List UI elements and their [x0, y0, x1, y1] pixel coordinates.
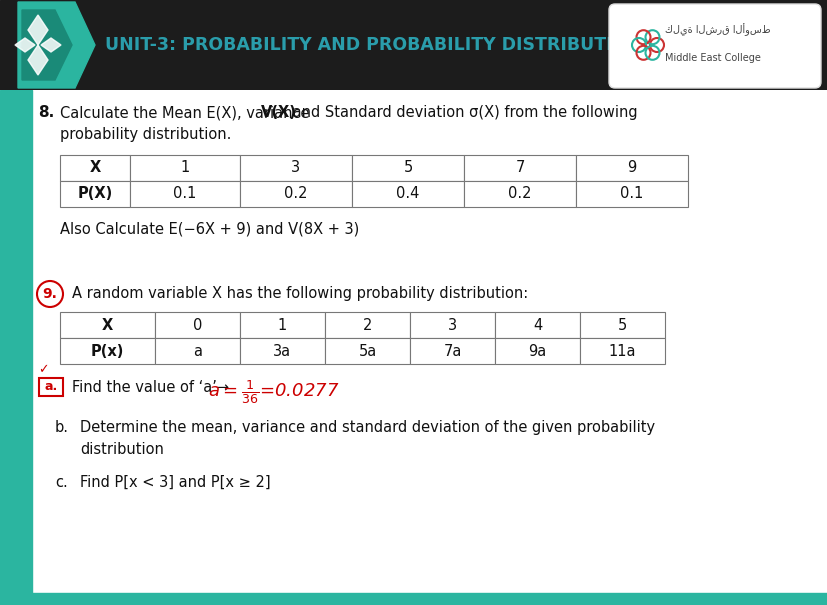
- Bar: [240, 312, 325, 338]
- Text: b.: b.: [55, 420, 69, 435]
- Text: 9a: 9a: [528, 344, 546, 359]
- Text: 0.1: 0.1: [173, 186, 197, 201]
- Text: ✓: ✓: [38, 363, 49, 376]
- Bar: [495, 312, 579, 338]
- Bar: [60, 181, 130, 207]
- Polygon shape: [22, 10, 72, 80]
- Polygon shape: [28, 15, 48, 45]
- Text: 1: 1: [278, 318, 287, 333]
- Text: and Standard deviation σ(X) from the following: and Standard deviation σ(X) from the fol…: [288, 105, 638, 120]
- Text: 4: 4: [533, 318, 542, 333]
- Text: a.: a.: [45, 381, 58, 393]
- Bar: [579, 338, 664, 364]
- Bar: [463, 181, 576, 207]
- Bar: [463, 155, 576, 181]
- Text: 0.2: 0.2: [284, 186, 308, 201]
- Text: 1: 1: [180, 160, 189, 175]
- Bar: [495, 338, 579, 364]
- Bar: [351, 181, 463, 207]
- Bar: [39, 378, 63, 396]
- Text: Find the value of ‘a’→: Find the value of ‘a’→: [72, 380, 233, 395]
- Text: X: X: [102, 318, 113, 333]
- Bar: [60, 338, 155, 364]
- Bar: [576, 155, 687, 181]
- Bar: [325, 312, 409, 338]
- Text: 9.: 9.: [42, 287, 57, 301]
- Text: 0.1: 0.1: [619, 186, 643, 201]
- Text: X: X: [89, 160, 101, 175]
- Text: probability distribution.: probability distribution.: [60, 127, 231, 142]
- Text: 11a: 11a: [608, 344, 635, 359]
- Text: 5: 5: [617, 318, 626, 333]
- Bar: [351, 155, 463, 181]
- Text: a: a: [193, 344, 202, 359]
- Bar: [240, 338, 325, 364]
- Bar: [0, 90, 32, 605]
- Text: 3: 3: [447, 318, 457, 333]
- Polygon shape: [41, 38, 61, 52]
- Text: 7: 7: [514, 160, 524, 175]
- Text: Find P[x < 3] and P[x ≥ 2]: Find P[x < 3] and P[x ≥ 2]: [80, 475, 270, 490]
- Text: 0: 0: [193, 318, 202, 333]
- Text: Calculate the Mean E(X), variance: Calculate the Mean E(X), variance: [60, 105, 313, 120]
- Text: c.: c.: [55, 475, 68, 490]
- Bar: [60, 312, 155, 338]
- Text: 8.: 8.: [38, 105, 55, 120]
- Bar: [155, 338, 240, 364]
- Text: A random variable X has the following probability distribution:: A random variable X has the following pr…: [72, 286, 528, 301]
- Polygon shape: [18, 2, 95, 88]
- Text: Also Calculate E(−6X + 9) and V(8X + 3): Also Calculate E(−6X + 9) and V(8X + 3): [60, 221, 359, 236]
- Text: P(X): P(X): [77, 186, 112, 201]
- Bar: [130, 155, 240, 181]
- Text: Determine the mean, variance and standard deviation of the given probability: Determine the mean, variance and standar…: [80, 420, 654, 435]
- Bar: [576, 181, 687, 207]
- Text: 5a: 5a: [358, 344, 376, 359]
- Text: distribution: distribution: [80, 442, 164, 457]
- Text: 5: 5: [403, 160, 412, 175]
- Circle shape: [37, 281, 63, 307]
- Text: كلية الشرق الأوسط: كلية الشرق الأوسط: [664, 24, 770, 36]
- Bar: [60, 155, 130, 181]
- Text: 3: 3: [291, 160, 300, 175]
- Text: UNIT-3: PROBABILITY AND PROBABILITY DISTRIBUTIONS: UNIT-3: PROBABILITY AND PROBABILITY DIST…: [105, 36, 653, 54]
- Bar: [409, 312, 495, 338]
- Bar: [409, 338, 495, 364]
- Text: 3a: 3a: [273, 344, 291, 359]
- Text: V(X): V(X): [261, 105, 297, 120]
- Bar: [325, 338, 409, 364]
- Bar: [240, 181, 351, 207]
- Text: Middle East College: Middle East College: [664, 53, 760, 63]
- Polygon shape: [15, 38, 35, 52]
- Text: 9: 9: [627, 160, 636, 175]
- Text: 0.4: 0.4: [396, 186, 419, 201]
- Bar: [240, 155, 351, 181]
- Bar: [130, 181, 240, 207]
- Text: 0.2: 0.2: [508, 186, 531, 201]
- FancyBboxPatch shape: [609, 4, 820, 88]
- Bar: [155, 312, 240, 338]
- Bar: [0, 593, 827, 605]
- Text: 7a: 7a: [442, 344, 461, 359]
- Polygon shape: [28, 45, 48, 75]
- Text: P(x): P(x): [91, 344, 124, 359]
- Bar: [579, 312, 664, 338]
- Text: 2: 2: [362, 318, 372, 333]
- Text: $a = \frac{1}{36}$=0.0277: $a = \frac{1}{36}$=0.0277: [208, 378, 338, 406]
